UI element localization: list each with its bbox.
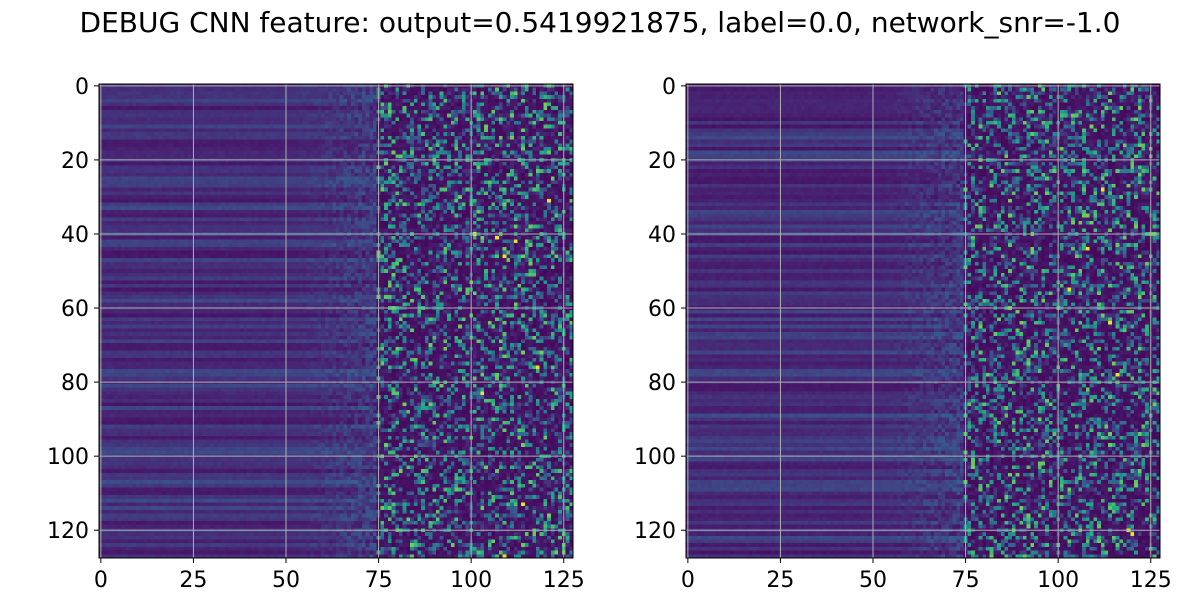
axes-frame	[685, 83, 1161, 559]
x-tick-label: 75	[365, 568, 393, 593]
y-tick-label: 40	[61, 223, 89, 248]
grid-lines	[686, 84, 1160, 558]
y-tick-label: 120	[47, 519, 89, 544]
y-axis: 0 20 40 60 80 100 120	[47, 75, 99, 544]
x-axis: 0 25 50 75 100 125	[94, 558, 585, 593]
x-tick-label: 100	[450, 568, 492, 593]
heatmap-image	[686, 84, 1160, 558]
y-tick-label: 120	[634, 519, 676, 544]
y-tick-label: 80	[61, 371, 89, 396]
axes-frame	[98, 83, 574, 559]
figure-title: DEBUG CNN feature: output=0.5419921875, …	[79, 6, 1121, 39]
y-tick-label: 100	[47, 445, 89, 470]
x-tick-label: 75	[952, 568, 980, 593]
x-tick-label: 100	[1037, 568, 1079, 593]
x-tick-label: 50	[859, 568, 887, 593]
x-tick-label: 125	[1130, 568, 1172, 593]
y-tick-label: 20	[61, 149, 89, 174]
y-tick-label: 40	[648, 223, 676, 248]
heatmap-image	[99, 84, 573, 558]
grid-lines	[99, 84, 573, 558]
y-tick-label: 0	[662, 75, 676, 100]
y-tick-label: 60	[61, 297, 89, 322]
heatmap-panel-left: 0 25 50 75 100 125 0 20 40 60 80 100 120	[47, 75, 585, 593]
x-axis: 0 25 50 75 100 125	[681, 558, 1172, 593]
y-tick-label: 20	[648, 149, 676, 174]
x-tick-label: 0	[94, 568, 108, 593]
y-tick-label: 100	[634, 445, 676, 470]
heatmap-panel-right: 0 25 50 75 100 125 0 20 40 60 80 100 120	[634, 75, 1172, 593]
x-tick-label: 0	[681, 568, 695, 593]
x-tick-label: 50	[272, 568, 300, 593]
x-tick-label: 25	[179, 568, 207, 593]
y-axis: 0 20 40 60 80 100 120	[634, 75, 686, 544]
y-tick-label: 60	[648, 297, 676, 322]
y-tick-label: 80	[648, 371, 676, 396]
x-tick-label: 125	[543, 568, 585, 593]
y-tick-label: 0	[75, 75, 89, 100]
x-tick-label: 25	[766, 568, 794, 593]
